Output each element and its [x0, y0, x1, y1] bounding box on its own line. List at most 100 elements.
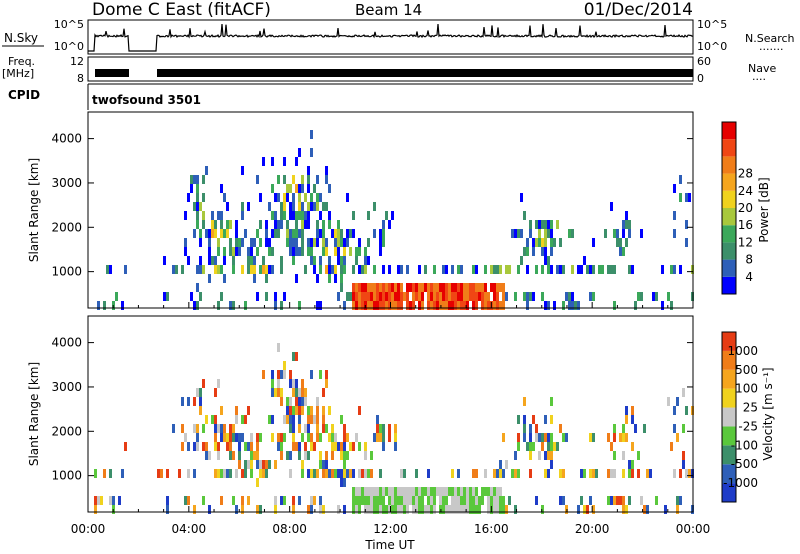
heatmap-cell	[484, 283, 487, 292]
freq-sample	[330, 69, 331, 77]
heatmap-cell	[583, 469, 586, 478]
heatmap-cell	[223, 469, 226, 478]
heatmap-cell	[460, 496, 463, 505]
heatmap-cell	[385, 211, 388, 220]
freq-sample	[193, 69, 194, 77]
freq-sample	[328, 69, 329, 77]
heatmap-cell	[508, 496, 511, 505]
freq-sample	[319, 69, 320, 77]
heatmap-cell	[220, 496, 223, 505]
heatmap-cell	[451, 301, 454, 310]
freq-sample	[352, 69, 353, 77]
heatmap-cell	[313, 184, 316, 193]
heatmap-cell	[454, 496, 457, 505]
heatmap-cell	[313, 238, 316, 247]
heatmap-cell	[529, 229, 532, 238]
freq-sample	[215, 69, 216, 77]
heatmap-cell	[379, 487, 382, 496]
freq-sample	[388, 69, 389, 77]
heatmap-cell	[379, 283, 382, 292]
freq-sample	[189, 69, 190, 77]
freq-sample	[295, 69, 296, 77]
freq-sample	[421, 69, 422, 77]
heatmap-cell	[475, 265, 478, 274]
heatmap-cell	[364, 247, 367, 256]
freq-sample	[205, 69, 206, 77]
heatmap-cell	[316, 193, 319, 202]
freq-sample	[333, 69, 334, 77]
freq-sample	[246, 69, 247, 77]
heatmap-cell	[262, 460, 265, 469]
heatmap-cell	[406, 283, 409, 292]
heatmap-cell	[433, 505, 436, 514]
freq-sample	[323, 69, 324, 77]
heatmap-cell	[343, 433, 346, 442]
heatmap-cell	[166, 469, 169, 478]
heatmap-cell	[172, 265, 175, 274]
heatmap-cell	[328, 406, 331, 415]
heatmap-cell	[565, 292, 568, 301]
heatmap-cell	[211, 229, 214, 238]
heatmap-cell	[379, 505, 382, 514]
freq-sample	[353, 69, 354, 77]
heatmap-cell	[454, 301, 457, 310]
heatmap-cell	[631, 406, 634, 415]
heatmap-cell	[559, 496, 562, 505]
heatmap-cell	[253, 238, 256, 247]
heatmap-cell	[250, 247, 253, 256]
freq-sample	[439, 69, 440, 77]
heatmap-cell	[322, 247, 325, 256]
freq-sample	[466, 69, 467, 77]
heatmap-cell	[319, 460, 322, 469]
heatmap-cell	[166, 496, 169, 505]
heatmap-cell	[541, 238, 544, 247]
freq-sample	[106, 69, 107, 77]
freq-sample	[373, 69, 374, 77]
freq-sample	[275, 69, 276, 77]
freq-sample	[255, 69, 256, 77]
y-tick-label: 3000	[51, 176, 82, 190]
heatmap-cell	[271, 379, 274, 388]
heatmap-cell	[292, 256, 295, 265]
freq-sample	[528, 69, 529, 77]
heatmap-cell	[574, 301, 577, 310]
freq-sample	[179, 69, 180, 77]
heatmap-cell	[541, 265, 544, 274]
freq-sample	[260, 69, 261, 77]
freq-sample	[467, 69, 468, 77]
freq-sample	[382, 69, 383, 77]
freq-sample	[569, 69, 570, 77]
freq-sample	[580, 69, 581, 77]
heatmap-cell	[280, 202, 283, 211]
heatmap-cell	[280, 370, 283, 379]
freq-sample	[560, 69, 561, 77]
freq-sample	[665, 69, 666, 77]
heatmap-cell	[250, 265, 253, 274]
heatmap-cell	[406, 505, 409, 514]
freq-sample	[170, 69, 171, 77]
heatmap-cell	[340, 478, 343, 487]
freq-sample	[689, 69, 690, 77]
heatmap-cell	[499, 487, 502, 496]
freq-sample	[253, 69, 254, 77]
heatmap-cell	[502, 469, 505, 478]
heatmap-cell	[340, 415, 343, 424]
freq-sample	[567, 69, 568, 77]
heatmap-cell	[352, 229, 355, 238]
heatmap-cell	[358, 487, 361, 496]
freq-sample	[346, 69, 347, 77]
freq-sample	[678, 69, 679, 77]
heatmap-cell	[637, 451, 640, 460]
heatmap-cell	[238, 238, 241, 247]
heatmap-cell	[514, 469, 517, 478]
freq-sample	[449, 69, 450, 77]
heatmap-cell	[367, 496, 370, 505]
nsky-label: N.Sky	[4, 31, 38, 45]
heatmap-cell	[226, 469, 229, 478]
heatmap-cell	[367, 256, 370, 265]
heatmap-cell	[307, 451, 310, 460]
heatmap-cell	[244, 301, 247, 310]
heatmap-cell	[304, 193, 307, 202]
freq-sample	[517, 69, 518, 77]
heatmap-cell	[451, 265, 454, 274]
